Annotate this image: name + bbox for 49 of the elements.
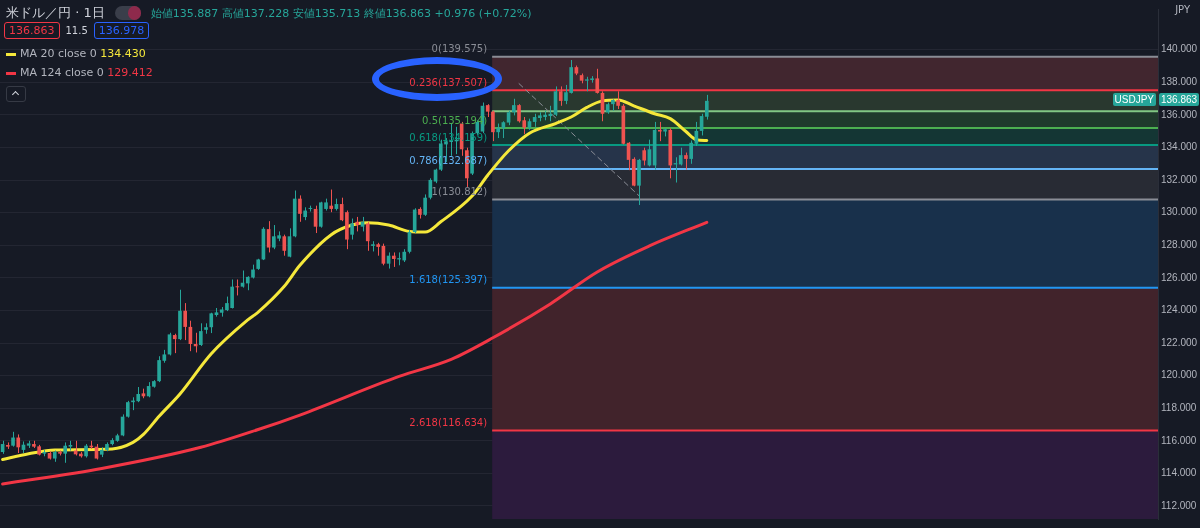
ref-line-label: 1.618(125.397)	[409, 274, 488, 286]
candlestick	[350, 218, 354, 241]
y-axis-title: JPY	[1175, 4, 1190, 15]
candlestick	[595, 68, 600, 95]
y-tick-label: 112.000	[1161, 499, 1197, 511]
annotation: 136.863	[4, 22, 60, 39]
candlestick	[298, 194, 302, 223]
candlestick	[199, 322, 203, 347]
candlestick	[491, 110, 495, 142]
text: 136.863	[1159, 92, 1200, 106]
candlestick	[558, 85, 563, 107]
candlestick	[658, 121, 662, 142]
y-tick-label: 118.000	[1161, 401, 1197, 413]
y-tick-label: 128.000	[1161, 239, 1198, 251]
annotation: USDJPY	[1112, 92, 1156, 106]
annotation: 134.430	[100, 47, 146, 60]
chart-subtitle: 始値135.887 高値137.228 安値135.713 終値136.863 +0.976 (+0.72%)	[150, 5, 532, 21]
candlestick	[689, 139, 693, 165]
y-tick-label: 134.000	[1161, 141, 1198, 153]
annotation: 136.978	[93, 22, 150, 39]
y-tick-label: 138.000	[1161, 76, 1198, 88]
legend-label: MA 124 close 0	[20, 66, 105, 79]
candlestick	[16, 433, 21, 454]
candlestick	[423, 193, 427, 217]
ref-line-label: 0.236(137.507)	[409, 76, 488, 88]
candlestick	[704, 94, 709, 121]
y-tick-label: 126.000	[1161, 271, 1198, 283]
ref-line-label: 2.618(116.634)	[409, 417, 488, 429]
candlestick	[329, 189, 334, 213]
y-tick-label: 120.000	[1161, 369, 1198, 381]
y-tick-label: 130.000	[1161, 206, 1198, 218]
y-tick-label: 122.000	[1161, 336, 1198, 348]
candlestick	[183, 302, 187, 341]
y-tick-label: 132.000	[1161, 173, 1198, 185]
y-tick-label: 124.000	[1161, 304, 1198, 316]
y-tick-label: 136.000	[1161, 108, 1198, 120]
candlestick	[412, 207, 417, 234]
candlestick	[282, 234, 287, 257]
ref-line-label: 0(139.575)	[431, 43, 488, 55]
annotation: 11.5	[65, 25, 88, 36]
candlestick	[63, 441, 68, 464]
y-tick-label: 140.000	[1161, 43, 1198, 55]
annotation: 129.412	[107, 66, 153, 79]
y-tick-label: 116.000	[1161, 434, 1197, 446]
chart-title: 米ドル／円 · 1日	[6, 4, 105, 22]
y-tick-label: 114.000	[1161, 467, 1197, 479]
line-series	[1, 220, 709, 486]
candlestick	[365, 221, 370, 252]
legend-label: MA 20 close 0	[20, 47, 98, 60]
